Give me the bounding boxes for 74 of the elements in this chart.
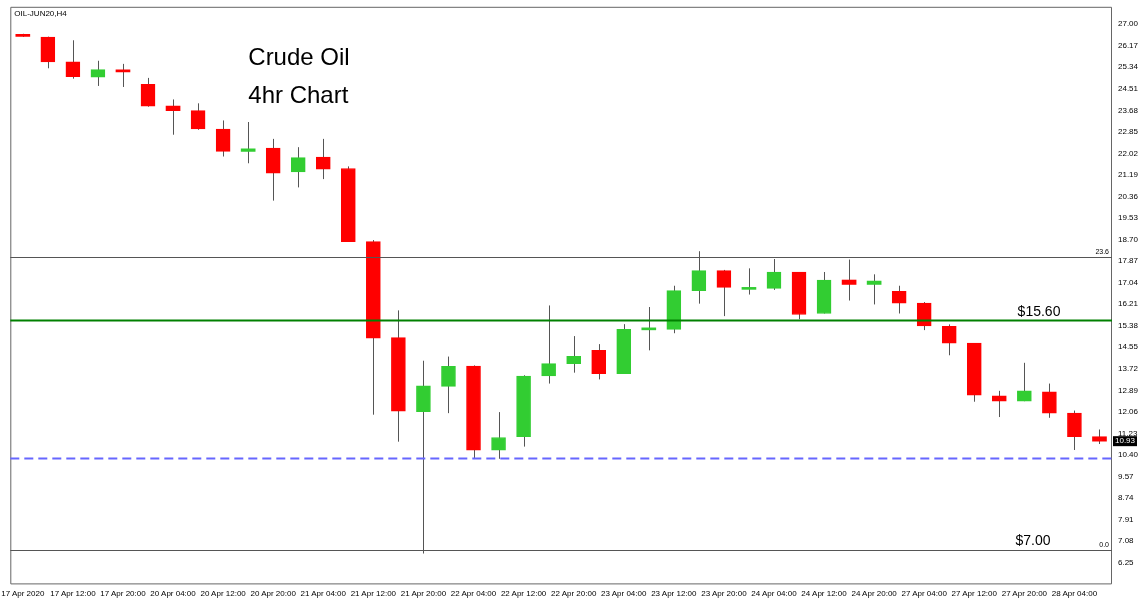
candlestick: [1042, 383, 1057, 419]
y-tick-label: 21.19: [1118, 170, 1139, 180]
x-tick-label: 23 Apr 12:00: [651, 589, 698, 599]
x-tick-label: 24 Apr 20:00: [851, 589, 898, 599]
x-tick-label: 23 Apr 20:00: [701, 589, 748, 599]
candlestick: [140, 77, 156, 108]
x-tick-label: 17 Apr 12:00: [50, 589, 97, 599]
x-tick-label: 24 Apr 04:00: [751, 589, 798, 599]
candlestick: [1017, 362, 1032, 402]
candlestick: [40, 36, 56, 69]
x-tick-label: 20 Apr 20:00: [250, 589, 297, 599]
y-tick-label: 12.89: [1118, 385, 1139, 395]
y-tick-label: 7.91: [1118, 514, 1135, 524]
y-tick-label: 18.70: [1118, 234, 1139, 244]
candlestick: [491, 411, 506, 460]
y-tick-label: 10.40: [1118, 450, 1139, 460]
x-tick-label: 27 Apr 12:00: [951, 589, 998, 599]
candlestick: [441, 356, 456, 414]
x-tick-label: 27 Apr 20:00: [1001, 589, 1048, 599]
y-tick-label: 13.72: [1118, 363, 1139, 373]
y-tick-label: 23.68: [1118, 105, 1139, 115]
candlestick: [265, 138, 281, 202]
candlestick: [215, 119, 231, 158]
candlestick: [541, 304, 556, 385]
x-tick-label: 17 Apr 20:00: [100, 589, 147, 599]
text: 10.93: [1115, 436, 1136, 446]
y-tick-label: 17.04: [1118, 277, 1139, 287]
y-tick-label: 16.21: [1118, 299, 1139, 309]
x-tick-label: 22 Apr 20:00: [550, 589, 597, 599]
candlestick: [1067, 410, 1082, 451]
x-tick-label: 22 Apr 12:00: [500, 589, 547, 599]
y-tick-label: 14.55: [1118, 342, 1139, 352]
y-tick-label: 15.38: [1118, 320, 1139, 330]
x-tick-label: 27 Apr 04:00: [901, 589, 948, 599]
y-tick-label: 19.53: [1118, 213, 1139, 223]
candlestick: [165, 98, 181, 136]
candlestick: [916, 301, 932, 331]
y-tick-label: 27.00: [1118, 19, 1139, 29]
ref-line-label: $15.60: [1017, 302, 1061, 319]
annotation: OIL-JUN20,H4: [14, 8, 68, 18]
x-tick-label: 23 Apr 04:00: [601, 589, 647, 599]
candlestick: [841, 259, 857, 302]
candlestick: [866, 273, 882, 305]
x-tick-label: 21 Apr 20:00: [400, 589, 447, 599]
y-tick-label: 17.87: [1118, 256, 1139, 266]
y-tick-label: 8.74: [1118, 493, 1135, 503]
y-tick-label: 22.02: [1118, 148, 1139, 158]
candlestick: [566, 335, 581, 374]
text: Crude Oil: [248, 42, 350, 70]
y-tick-label: 25.34: [1118, 62, 1139, 72]
x-tick-label: 21 Apr 12:00: [350, 589, 397, 599]
x-tick-label: 24 Apr 12:00: [801, 589, 848, 599]
x-tick-label: 21 Apr 04:00: [300, 589, 347, 599]
candlestick: [240, 121, 256, 164]
y-tick-label: 26.17: [1118, 40, 1139, 50]
candlestick: [90, 60, 106, 87]
candlestick: [741, 267, 757, 296]
x-tick-label: 22 Apr 04:00: [450, 589, 497, 599]
y-tick-label: 22.85: [1118, 127, 1139, 137]
x-tick-label: 20 Apr 04:00: [150, 589, 197, 599]
text: 4hr Chart: [248, 80, 349, 108]
y-tick-label: 6.25: [1118, 557, 1135, 567]
y-tick-label: 12.06: [1118, 407, 1139, 417]
candlestick: [992, 390, 1007, 418]
y-tick-label: 24.51: [1118, 84, 1139, 93]
y-tick-label: 9.57: [1118, 471, 1135, 481]
candlestick: [591, 343, 607, 380]
y-tick-label: 20.36: [1118, 191, 1139, 201]
y-tick-label: 11.23: [1118, 428, 1138, 438]
x-tick-label: 28 Apr 04:00: [1051, 589, 1098, 599]
annotation: $7.00: [1015, 531, 1051, 548]
y-tick-label: 7.08: [1118, 536, 1135, 546]
x-tick-label: 17 Apr 2020: [1, 589, 45, 599]
x-tick-label: 20 Apr 12:00: [200, 589, 247, 599]
